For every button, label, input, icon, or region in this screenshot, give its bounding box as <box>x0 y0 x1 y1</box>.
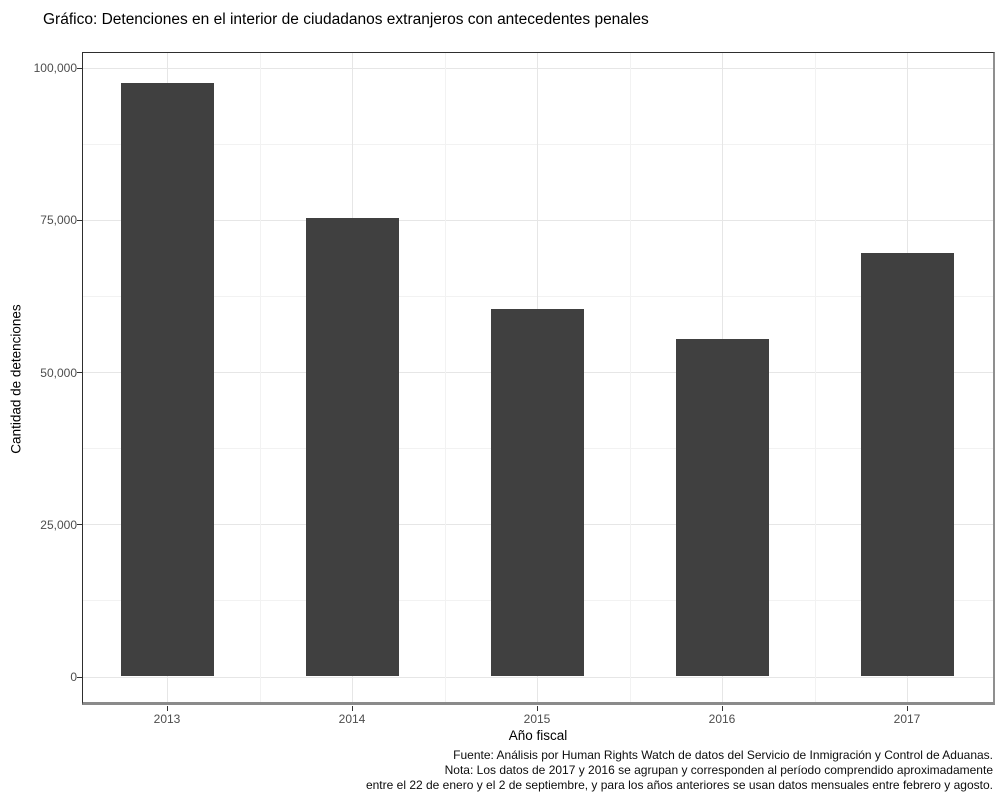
bar-2016 <box>675 338 769 677</box>
gridline-x-minor-2013 <box>259 53 261 702</box>
gridline-y-100000 <box>83 67 993 69</box>
gridline-y-75000 <box>83 219 993 221</box>
y-tick-label-0: 0 <box>70 670 77 684</box>
y-tick-mark-100000 <box>77 67 82 69</box>
gridline-y-minor-62500 <box>83 295 993 297</box>
gridline-x-minor-2014 <box>444 53 446 702</box>
plot-panel <box>82 52 995 705</box>
x-tick-label-2014: 2014 <box>338 712 366 726</box>
y-axis-title-text: Cantidad de detenciones <box>8 304 24 454</box>
y-tick-mark-25000 <box>77 524 82 526</box>
caption-note-line-1: Nota: Los datos de 2017 y 2016 se agrupa… <box>444 763 993 777</box>
x-tick-mark-2013 <box>166 705 168 711</box>
gridline-x-minor-2016 <box>814 53 816 702</box>
x-tick-label-2017: 2017 <box>893 712 921 726</box>
bar-2014 <box>305 217 399 677</box>
x-tick-label-2013: 2013 <box>153 712 181 726</box>
bar-2015 <box>490 308 584 677</box>
y-tick-mark-0 <box>77 676 82 678</box>
x-tick-mark-2014 <box>351 705 353 711</box>
y-tick-mark-50000 <box>77 372 82 373</box>
x-axis-title: Año fiscal <box>508 728 568 743</box>
chart-caption: Fuente: Análisis por Human Rights Watch … <box>0 748 993 793</box>
gridline-y-minor-87500 <box>83 143 993 145</box>
gridline-x-minor-2015 <box>629 53 631 702</box>
bar-2013 <box>120 82 214 677</box>
x-tick-mark-2016 <box>721 705 723 711</box>
x-tick-label-2015: 2015 <box>523 712 551 726</box>
bar-2017 <box>860 253 954 677</box>
y-tick-mark-75000 <box>77 219 82 221</box>
y-tick-label-25000: 25,000 <box>40 517 77 532</box>
chart-title: Gráfico: Detenciones en el interior de c… <box>43 11 649 28</box>
y-tick-label-100000: 100,000 <box>33 61 77 75</box>
y-tick-label-75000: 75,000 <box>40 213 77 228</box>
caption-source-line: Fuente: Análisis por Human Rights Watch … <box>453 748 993 762</box>
y-tick-label-50000: 50,000 <box>40 365 77 380</box>
x-tick-mark-2015 <box>536 705 538 711</box>
x-tick-label-2016: 2016 <box>708 712 736 726</box>
caption-note-line-2: entre el 22 de enero y el 2 de septiembr… <box>365 778 993 792</box>
gridline-y-0 <box>83 676 993 678</box>
x-tick-mark-2017 <box>906 705 908 711</box>
